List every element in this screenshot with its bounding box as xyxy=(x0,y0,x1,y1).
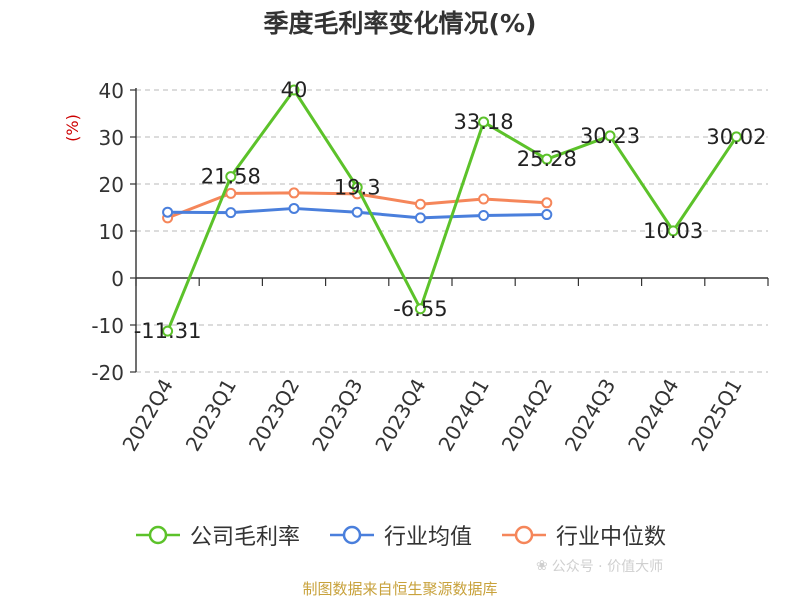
data-point-1 xyxy=(225,207,237,219)
data-label: 30.23 xyxy=(580,124,640,148)
series-lines xyxy=(162,84,742,337)
y-tick-label: 0 xyxy=(111,267,124,291)
data-point-2 xyxy=(225,187,237,199)
data-point-1 xyxy=(414,212,426,224)
data-point-1 xyxy=(478,209,490,221)
data-label: 40 xyxy=(281,78,308,102)
legend-industry-median-icon xyxy=(502,525,546,545)
data-point-0 xyxy=(351,181,363,193)
y-tick-label: 10 xyxy=(99,220,124,244)
legend-company-label: 公司毛利率 xyxy=(189,525,300,550)
gridlines xyxy=(136,89,768,373)
data-point-0 xyxy=(667,225,679,237)
y-tick-label: -20 xyxy=(91,361,124,385)
data-point-2 xyxy=(288,187,300,199)
data-point-0 xyxy=(541,153,553,165)
data-point-2 xyxy=(541,197,553,209)
legend-item-industry-median[interactable]: 行业中位数 xyxy=(500,519,666,551)
x-tick-label: 2023Q1 xyxy=(181,375,241,456)
data-point-1 xyxy=(351,206,363,218)
series-line-0 xyxy=(166,88,738,332)
data-point-1 xyxy=(541,209,553,221)
y-tick-label: 20 xyxy=(99,173,124,197)
x-tick-label: 2024Q4 xyxy=(623,375,683,456)
x-tick-label: 2024Q3 xyxy=(560,375,620,456)
wechat-icon: ❀ xyxy=(536,558,548,574)
legend-industry-median-label: 行业中位数 xyxy=(556,525,667,550)
y-tick-label: 40 xyxy=(99,79,124,103)
data-label: 25.28 xyxy=(517,147,577,171)
data-label: 19.3 xyxy=(334,175,381,199)
x-tick-label: 2025Q1 xyxy=(686,375,746,456)
data-point-0 xyxy=(604,130,616,142)
watermark-text: 公众号 · 价值大师 xyxy=(551,559,664,575)
y-tick-label: 30 xyxy=(99,126,124,150)
data-point-0 xyxy=(162,325,174,337)
data-label: -6.55 xyxy=(393,297,447,321)
legend-company-icon xyxy=(135,525,180,545)
data-point-1 xyxy=(162,206,174,218)
data-label: -11.31 xyxy=(134,319,202,343)
data-point-1 xyxy=(288,202,300,214)
data-label: 33.18 xyxy=(454,110,514,134)
legend: 公司毛利率 行业均值 行业中位数 xyxy=(0,519,800,551)
data-label: 10.03 xyxy=(643,219,703,243)
legend-industry-avg-icon xyxy=(329,525,374,545)
legend-industry-avg-label: 行业均值 xyxy=(383,525,472,550)
data-label: 30.02 xyxy=(706,125,766,149)
y-tick-label: -10 xyxy=(91,314,124,338)
x-tick-label: 2023Q4 xyxy=(370,375,430,456)
source-note: 制图数据来自恒生聚源数据库 xyxy=(302,580,498,598)
x-tick-label: 2023Q2 xyxy=(244,375,304,456)
data-point-0 xyxy=(288,84,300,96)
x-tick-label: 2024Q1 xyxy=(433,374,493,455)
data-label: 21.58 xyxy=(201,165,261,189)
data-point-0 xyxy=(730,131,742,143)
data-point-2 xyxy=(414,198,426,210)
x-tick-label: 2022Q4 xyxy=(117,375,177,456)
legend-item-company[interactable]: 公司毛利率 xyxy=(134,519,300,551)
x-tick-label: 2024Q2 xyxy=(497,375,557,456)
data-point-0 xyxy=(414,303,426,315)
y-axis-unit: (%) xyxy=(63,114,82,142)
data-point-2 xyxy=(478,193,490,205)
data-point-0 xyxy=(225,171,237,183)
legend-item-industry-avg[interactable]: 行业均值 xyxy=(328,519,472,551)
watermark: ❀ 公众号 · 价值大师 xyxy=(536,556,663,576)
data-point-0 xyxy=(478,116,490,128)
x-tick-label: 2023Q3 xyxy=(307,375,367,456)
chart-title: 季度毛利率变化情况(%) xyxy=(263,9,537,38)
